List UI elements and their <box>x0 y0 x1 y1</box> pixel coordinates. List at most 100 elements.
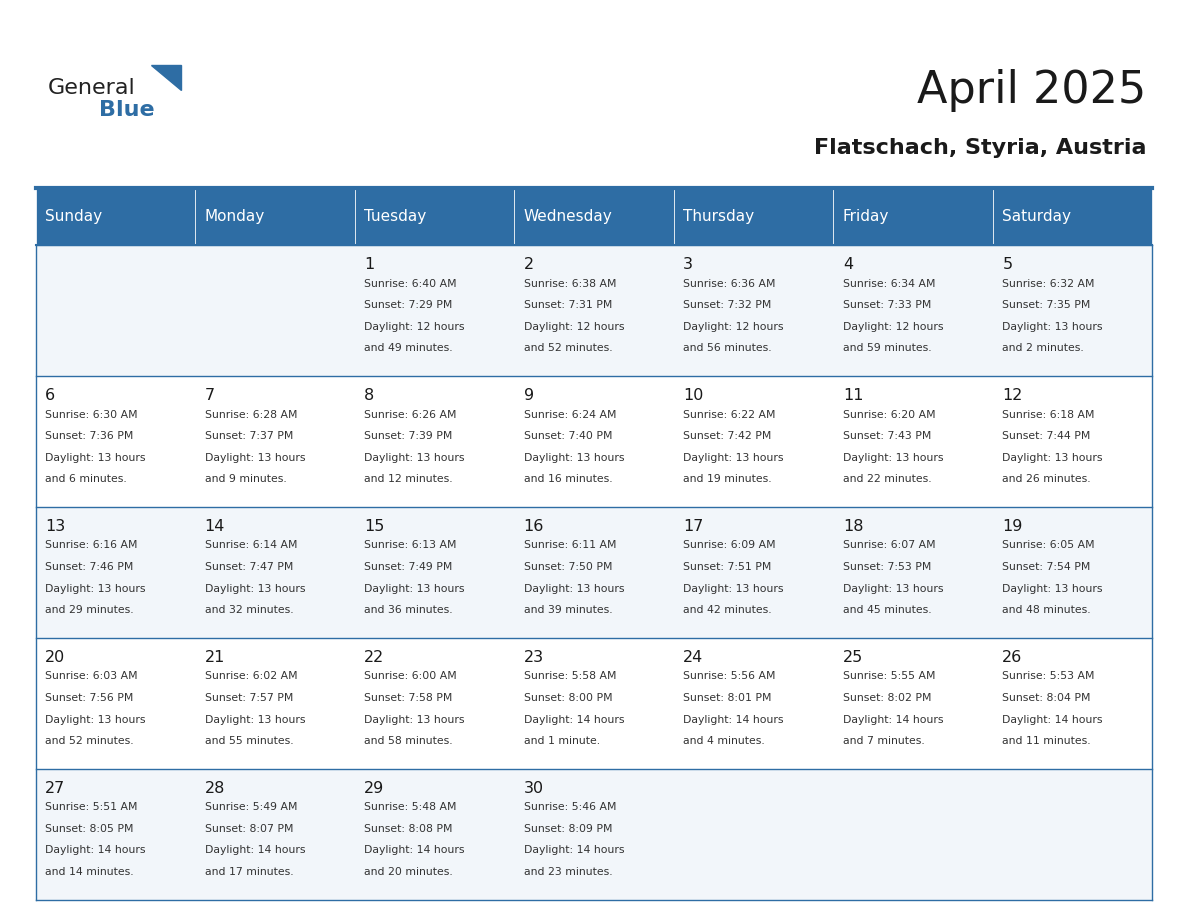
Text: General: General <box>48 78 135 97</box>
Bar <box>833 638 993 768</box>
Text: Sunset: 7:49 PM: Sunset: 7:49 PM <box>365 562 453 572</box>
Bar <box>514 507 674 638</box>
Text: Sunrise: 6:18 AM: Sunrise: 6:18 AM <box>1003 409 1095 420</box>
Text: Sunrise: 6:11 AM: Sunrise: 6:11 AM <box>524 541 617 551</box>
Text: Sunset: 8:02 PM: Sunset: 8:02 PM <box>842 693 931 703</box>
Text: Sunset: 8:07 PM: Sunset: 8:07 PM <box>204 823 293 834</box>
Text: and 48 minutes.: and 48 minutes. <box>1003 605 1091 615</box>
Text: Saturday: Saturday <box>1003 209 1072 224</box>
Text: 3: 3 <box>683 257 694 272</box>
Text: Daylight: 14 hours: Daylight: 14 hours <box>524 845 624 856</box>
Text: and 12 minutes.: and 12 minutes. <box>365 475 453 485</box>
Text: Sunrise: 5:48 AM: Sunrise: 5:48 AM <box>365 802 456 812</box>
Text: and 2 minutes.: and 2 minutes. <box>1003 343 1085 353</box>
Text: and 17 minutes.: and 17 minutes. <box>204 868 293 877</box>
Bar <box>833 507 993 638</box>
Text: Sunrise: 5:49 AM: Sunrise: 5:49 AM <box>204 802 297 812</box>
Text: 14: 14 <box>204 519 225 534</box>
Bar <box>36 768 195 900</box>
Text: 8: 8 <box>365 388 374 403</box>
Text: and 52 minutes.: and 52 minutes. <box>45 736 134 746</box>
Bar <box>514 376 674 507</box>
Text: Wednesday: Wednesday <box>524 209 613 224</box>
Text: Sunrise: 6:30 AM: Sunrise: 6:30 AM <box>45 409 138 420</box>
Text: Sunrise: 6:07 AM: Sunrise: 6:07 AM <box>842 541 935 551</box>
Bar <box>355 376 514 507</box>
Bar <box>195 638 355 768</box>
Text: 11: 11 <box>842 388 864 403</box>
Text: Sunrise: 6:20 AM: Sunrise: 6:20 AM <box>842 409 935 420</box>
Text: 15: 15 <box>365 519 385 534</box>
Text: Blue: Blue <box>99 100 154 119</box>
Text: Sunrise: 6:28 AM: Sunrise: 6:28 AM <box>204 409 297 420</box>
Bar <box>36 245 195 376</box>
Text: Sunrise: 5:56 AM: Sunrise: 5:56 AM <box>683 671 776 681</box>
Text: Daylight: 13 hours: Daylight: 13 hours <box>683 453 784 463</box>
Bar <box>833 768 993 900</box>
Text: Daylight: 14 hours: Daylight: 14 hours <box>1003 714 1102 724</box>
Text: Sunrise: 5:51 AM: Sunrise: 5:51 AM <box>45 802 138 812</box>
Text: Sunrise: 6:05 AM: Sunrise: 6:05 AM <box>1003 541 1095 551</box>
Text: Sunrise: 6:34 AM: Sunrise: 6:34 AM <box>842 279 935 288</box>
Text: Sunset: 7:56 PM: Sunset: 7:56 PM <box>45 693 133 703</box>
Text: Sunset: 8:05 PM: Sunset: 8:05 PM <box>45 823 133 834</box>
Text: Daylight: 13 hours: Daylight: 13 hours <box>1003 584 1102 594</box>
Text: Sunset: 7:50 PM: Sunset: 7:50 PM <box>524 562 612 572</box>
Text: Sunrise: 6:32 AM: Sunrise: 6:32 AM <box>1003 279 1095 288</box>
Text: and 4 minutes.: and 4 minutes. <box>683 736 765 746</box>
Text: Sunrise: 5:46 AM: Sunrise: 5:46 AM <box>524 802 617 812</box>
Bar <box>355 188 514 245</box>
Text: 21: 21 <box>204 650 225 665</box>
Text: Daylight: 12 hours: Daylight: 12 hours <box>365 322 465 331</box>
Text: and 23 minutes.: and 23 minutes. <box>524 868 612 877</box>
Text: and 45 minutes.: and 45 minutes. <box>842 605 931 615</box>
Text: Sunrise: 5:55 AM: Sunrise: 5:55 AM <box>842 671 935 681</box>
Text: Sunrise: 6:09 AM: Sunrise: 6:09 AM <box>683 541 776 551</box>
Bar <box>674 768 833 900</box>
Text: Friday: Friday <box>842 209 889 224</box>
Text: and 32 minutes.: and 32 minutes. <box>204 605 293 615</box>
Text: Daylight: 13 hours: Daylight: 13 hours <box>45 584 146 594</box>
Text: Daylight: 13 hours: Daylight: 13 hours <box>1003 322 1102 331</box>
Text: 30: 30 <box>524 780 544 796</box>
Text: 19: 19 <box>1003 519 1023 534</box>
Text: and 58 minutes.: and 58 minutes. <box>365 736 453 746</box>
Text: Sunset: 7:51 PM: Sunset: 7:51 PM <box>683 562 772 572</box>
Text: and 11 minutes.: and 11 minutes. <box>1003 736 1091 746</box>
Text: 26: 26 <box>1003 650 1023 665</box>
Text: Sunrise: 6:16 AM: Sunrise: 6:16 AM <box>45 541 138 551</box>
Text: 5: 5 <box>1003 257 1012 272</box>
Text: April 2025: April 2025 <box>917 69 1146 112</box>
Text: Daylight: 13 hours: Daylight: 13 hours <box>842 584 943 594</box>
Bar <box>674 245 833 376</box>
Text: Daylight: 12 hours: Daylight: 12 hours <box>683 322 784 331</box>
Bar <box>674 376 833 507</box>
Bar <box>195 245 355 376</box>
Text: 24: 24 <box>683 650 703 665</box>
Text: 20: 20 <box>45 650 65 665</box>
Text: and 16 minutes.: and 16 minutes. <box>524 475 612 485</box>
Text: Sunrise: 6:13 AM: Sunrise: 6:13 AM <box>365 541 456 551</box>
Bar <box>36 188 195 245</box>
Text: Daylight: 13 hours: Daylight: 13 hours <box>45 714 146 724</box>
Bar <box>514 638 674 768</box>
Bar <box>514 188 674 245</box>
Text: 9: 9 <box>524 388 533 403</box>
Text: Sunrise: 6:38 AM: Sunrise: 6:38 AM <box>524 279 617 288</box>
Text: Monday: Monday <box>204 209 265 224</box>
Text: Sunrise: 6:40 AM: Sunrise: 6:40 AM <box>365 279 457 288</box>
Text: and 49 minutes.: and 49 minutes. <box>365 343 453 353</box>
Text: 7: 7 <box>204 388 215 403</box>
Text: Daylight: 13 hours: Daylight: 13 hours <box>204 453 305 463</box>
Text: and 22 minutes.: and 22 minutes. <box>842 475 931 485</box>
Text: Daylight: 13 hours: Daylight: 13 hours <box>365 584 465 594</box>
Text: and 59 minutes.: and 59 minutes. <box>842 343 931 353</box>
Text: Daylight: 13 hours: Daylight: 13 hours <box>683 584 784 594</box>
Text: Sunday: Sunday <box>45 209 102 224</box>
Text: Flatschach, Styria, Austria: Flatschach, Styria, Austria <box>814 138 1146 158</box>
Text: and 36 minutes.: and 36 minutes. <box>365 605 453 615</box>
Text: Sunset: 8:00 PM: Sunset: 8:00 PM <box>524 693 612 703</box>
Text: Sunrise: 6:14 AM: Sunrise: 6:14 AM <box>204 541 297 551</box>
Text: Daylight: 13 hours: Daylight: 13 hours <box>204 714 305 724</box>
Text: Sunset: 7:36 PM: Sunset: 7:36 PM <box>45 431 133 442</box>
